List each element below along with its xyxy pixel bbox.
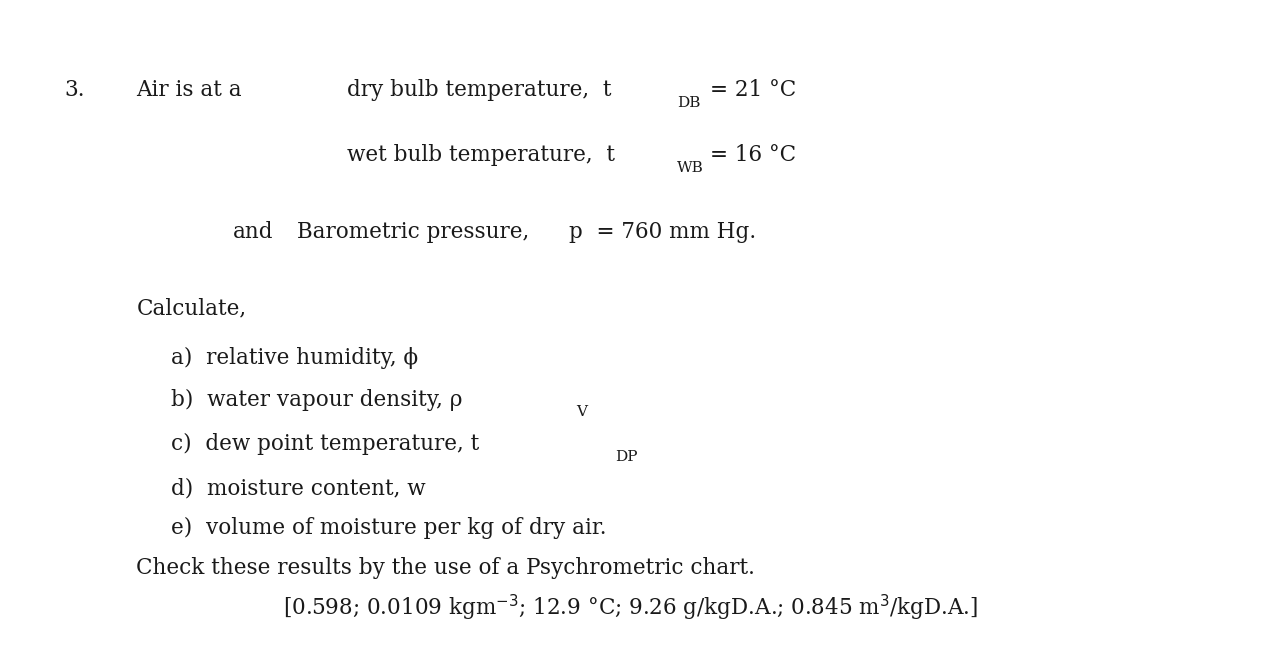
Text: Air is at a: Air is at a bbox=[136, 79, 242, 101]
Text: [0.598; 0.0109 kgm$^{-3}$; 12.9 °C; 9.26 g/kgD.A.; 0.845 m$^{3}$/kgD.A.]: [0.598; 0.0109 kgm$^{-3}$; 12.9 °C; 9.26… bbox=[284, 593, 978, 623]
Text: Calculate,: Calculate, bbox=[136, 297, 246, 319]
Text: e)  volume of moisture per kg of dry air.: e) volume of moisture per kg of dry air. bbox=[170, 516, 607, 538]
Text: DP: DP bbox=[615, 450, 637, 463]
Text: a)  relative humidity, ϕ: a) relative humidity, ϕ bbox=[170, 347, 418, 369]
Text: b)  water vapour density, ρ: b) water vapour density, ρ bbox=[170, 389, 462, 411]
Text: V: V bbox=[577, 405, 588, 419]
Text: d)  moisture content, w: d) moisture content, w bbox=[170, 477, 425, 499]
Text: c)  dew point temperature, t: c) dew point temperature, t bbox=[170, 433, 480, 455]
Text: dry bulb temperature,  t: dry bulb temperature, t bbox=[347, 79, 611, 101]
Text: p  = 760 mm Hg.: p = 760 mm Hg. bbox=[569, 220, 756, 242]
Text: wet bulb temperature,  t: wet bulb temperature, t bbox=[347, 144, 615, 166]
Text: = 21 °C: = 21 °C bbox=[711, 79, 796, 101]
Text: and: and bbox=[232, 220, 274, 242]
Text: = 16 °C: = 16 °C bbox=[711, 144, 796, 166]
Text: Barometric pressure,: Barometric pressure, bbox=[297, 220, 529, 242]
Text: Check these results by the use of a Psychrometric chart.: Check these results by the use of a Psyc… bbox=[136, 557, 755, 579]
Text: 3.: 3. bbox=[64, 79, 85, 101]
Text: WB: WB bbox=[676, 161, 703, 174]
Text: DB: DB bbox=[676, 96, 700, 110]
